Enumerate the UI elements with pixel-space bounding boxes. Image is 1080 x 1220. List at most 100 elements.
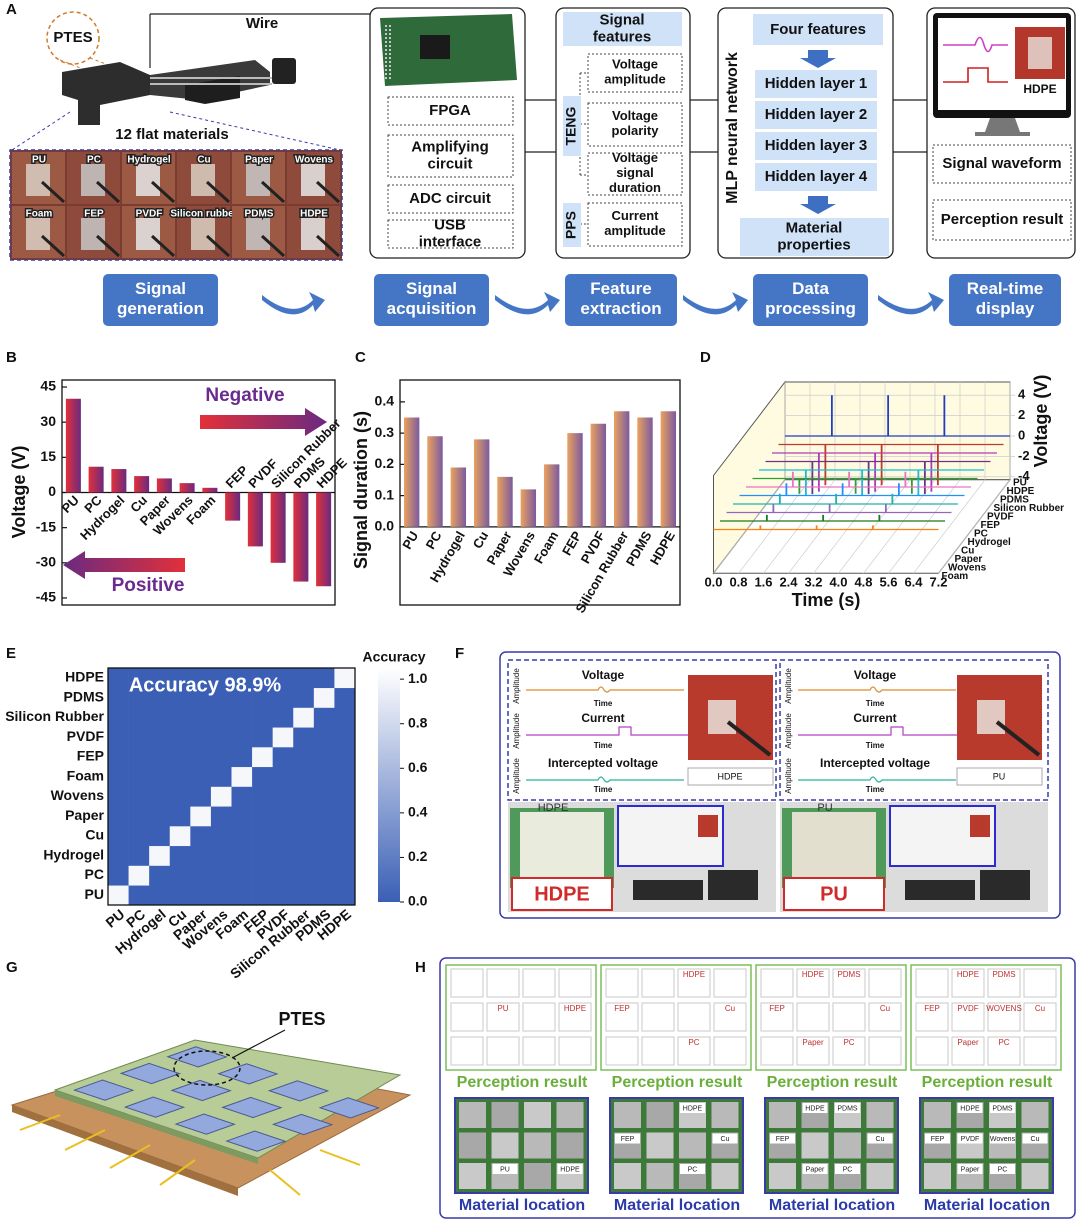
grid-cell: [486, 1036, 520, 1066]
material-sample: [301, 164, 325, 196]
heat-cell: [149, 845, 171, 866]
grid-cell: [558, 1036, 592, 1066]
panel-letter: E: [6, 645, 16, 662]
electrode-lines: [19, 1114, 361, 1196]
y-tick-label: PC: [85, 866, 104, 882]
material-sample: [866, 1163, 894, 1189]
label: PPS: [563, 211, 579, 239]
heat-cell: [190, 747, 212, 768]
label: Amplitude: [512, 713, 521, 749]
grid-cell: [605, 1036, 639, 1066]
caption: Perception result: [612, 1074, 743, 1091]
signal-wave: [526, 726, 689, 736]
heat-cell: [169, 865, 191, 886]
label: HDPE: [1023, 82, 1056, 96]
heat-cell: [190, 806, 212, 827]
heat-cell: [231, 845, 253, 866]
material-label: PDMS: [245, 209, 274, 220]
tweezer: [995, 720, 1041, 757]
device-rods: [150, 77, 272, 85]
sample-tag: [1022, 1133, 1048, 1144]
label: Intercepted voltage: [820, 756, 930, 770]
heat-cell: [293, 786, 315, 807]
heat-cell: [252, 845, 273, 866]
heat-cell: [272, 707, 294, 728]
label: Real-time display: [967, 280, 1044, 319]
screen-wave: [943, 67, 1008, 83]
label: Voltage polarity: [612, 108, 660, 138]
caption: Perception result: [457, 1074, 588, 1091]
sample-tag: [712, 1133, 738, 1144]
heat-cell: [313, 707, 335, 728]
heat-cell: [231, 687, 253, 708]
hardware-item: [387, 219, 514, 249]
bar: [65, 398, 81, 493]
network-output: [740, 218, 889, 256]
label: Time: [866, 741, 885, 750]
label: TENG: [563, 106, 579, 145]
material-sample: [556, 1132, 584, 1159]
cell-label: HDPE: [683, 1105, 703, 1112]
grid-cell: [868, 1036, 902, 1066]
sample-tag: [680, 1103, 705, 1113]
label: Voltage signal duration: [609, 150, 661, 195]
bar: [473, 439, 490, 527]
x-tick-label: FEP: [223, 462, 252, 491]
sample-tag: [802, 1164, 828, 1174]
heat-cell: [293, 845, 315, 866]
legend-label: Hydrogel: [968, 537, 1012, 548]
heat-cell: [149, 766, 171, 787]
tweezer: [726, 720, 772, 757]
grid-cell: [677, 968, 711, 998]
cell-label: Paper: [802, 1038, 824, 1047]
x-tick-label: 0.8: [729, 575, 747, 590]
colorbar-tick-label: 0.6: [408, 759, 428, 775]
heat-cell: [149, 786, 171, 807]
legend-label: Foam: [942, 571, 969, 582]
y-tick-label: Silicon Rubber: [5, 708, 104, 724]
bar: [156, 478, 172, 493]
heat-cell: [210, 845, 232, 866]
heat-cell: [313, 845, 335, 866]
hidden-layer: [755, 163, 877, 191]
sample-tag: [957, 1133, 983, 1144]
material-sample: [459, 1163, 486, 1189]
tweezer: [40, 234, 66, 258]
cell-label: Paper: [806, 1166, 825, 1173]
heat-cell: [108, 826, 129, 847]
caption: Material location: [459, 1197, 585, 1214]
heat-cell: [190, 786, 212, 807]
photo-caption-box: [956, 767, 1043, 786]
cell-label: HDPE: [560, 1166, 580, 1173]
cell-label: PC: [688, 1166, 698, 1173]
sample-tag: [867, 1133, 893, 1144]
heat-cell: [252, 885, 273, 906]
materials-frame: [9, 149, 343, 261]
cell-label: PC: [998, 1038, 1009, 1047]
plot-frame: [399, 379, 681, 606]
cell-label: HDPE: [805, 1105, 825, 1112]
bar: [88, 466, 104, 493]
board-chip: [420, 35, 450, 59]
heat-cell: [334, 826, 356, 847]
grid-cell: [915, 968, 949, 998]
heat-cell: [108, 707, 129, 728]
cell-label: WOVENS: [986, 1004, 1022, 1013]
bar: [403, 417, 420, 527]
label: Signal generation: [117, 280, 204, 319]
cell-label: FEP: [769, 1004, 785, 1013]
legend-label: PDMS: [1000, 494, 1029, 505]
ptes-tile: [318, 1097, 381, 1119]
wire-line: [149, 13, 370, 68]
heat-cell: [231, 826, 253, 847]
display-item: [932, 199, 1072, 241]
y-tick-label: Foam: [67, 767, 104, 783]
bar: [590, 423, 607, 527]
photo-caption-box: [687, 767, 774, 786]
heat-cell: [128, 845, 150, 866]
heat-cell: [190, 766, 212, 787]
x-tick-label: 4.8: [854, 575, 872, 590]
monitor-inset: [970, 815, 990, 837]
y-tick-label: 0: [48, 483, 56, 499]
